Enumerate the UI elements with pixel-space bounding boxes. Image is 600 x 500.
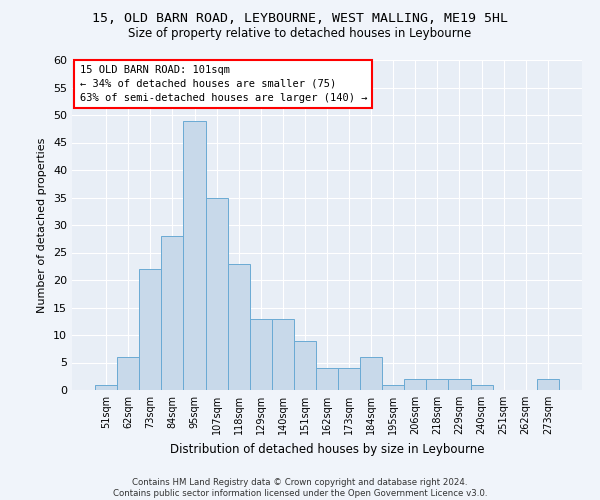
Bar — [161, 236, 184, 390]
Bar — [338, 368, 360, 390]
Bar — [427, 379, 448, 390]
Bar — [404, 379, 427, 390]
Bar — [206, 198, 227, 390]
Bar — [316, 368, 338, 390]
Text: 15, OLD BARN ROAD, LEYBOURNE, WEST MALLING, ME19 5HL: 15, OLD BARN ROAD, LEYBOURNE, WEST MALLI… — [92, 12, 508, 26]
Bar — [448, 379, 470, 390]
Bar — [95, 384, 117, 390]
Bar — [360, 357, 382, 390]
Bar — [227, 264, 250, 390]
Bar — [139, 269, 161, 390]
Bar — [250, 318, 272, 390]
Bar — [184, 120, 206, 390]
Text: Size of property relative to detached houses in Leybourne: Size of property relative to detached ho… — [128, 28, 472, 40]
Bar — [294, 340, 316, 390]
Bar — [272, 318, 294, 390]
Bar — [537, 379, 559, 390]
Bar — [470, 384, 493, 390]
X-axis label: Distribution of detached houses by size in Leybourne: Distribution of detached houses by size … — [170, 442, 484, 456]
Text: 15 OLD BARN ROAD: 101sqm
← 34% of detached houses are smaller (75)
63% of semi-d: 15 OLD BARN ROAD: 101sqm ← 34% of detach… — [80, 65, 367, 103]
Text: Contains HM Land Registry data © Crown copyright and database right 2024.
Contai: Contains HM Land Registry data © Crown c… — [113, 478, 487, 498]
Y-axis label: Number of detached properties: Number of detached properties — [37, 138, 47, 312]
Bar — [382, 384, 404, 390]
Bar — [117, 357, 139, 390]
